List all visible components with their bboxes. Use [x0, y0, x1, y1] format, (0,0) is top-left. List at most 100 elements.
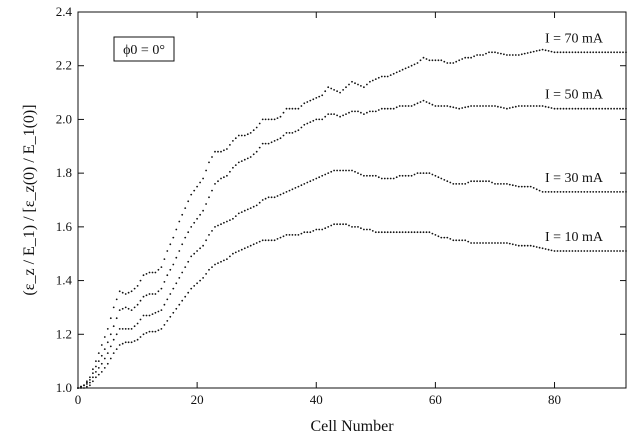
data-point — [196, 185, 199, 188]
data-point — [485, 52, 487, 55]
data-point — [294, 107, 297, 110]
data-point — [181, 243, 184, 246]
data-point — [476, 242, 478, 244]
data-point — [467, 240, 470, 243]
data-point — [351, 110, 353, 113]
data-point — [425, 172, 428, 175]
data-point — [214, 183, 216, 185]
data-point — [205, 203, 208, 205]
data-point — [476, 54, 478, 56]
data-point — [508, 242, 511, 245]
data-point — [535, 188, 538, 191]
data-point — [321, 94, 324, 97]
data-point — [458, 183, 461, 185]
data-point — [112, 352, 115, 354]
data-point — [151, 313, 154, 315]
data-point — [434, 234, 437, 236]
series-label: I = 50 mA — [545, 88, 604, 103]
data-point — [288, 107, 291, 110]
data-point — [571, 107, 574, 110]
y-tick-label: 2.4 — [56, 4, 73, 19]
data-point — [562, 51, 565, 54]
data-point — [166, 274, 169, 277]
data-point — [598, 250, 601, 252]
data-point — [485, 105, 487, 107]
data-point — [270, 118, 273, 121]
data-point — [273, 239, 276, 242]
data-point — [309, 121, 312, 123]
data-point — [389, 231, 392, 234]
data-point — [306, 231, 309, 234]
data-point — [243, 209, 246, 212]
data-point — [574, 250, 577, 252]
data-point — [115, 298, 118, 301]
data-point — [97, 373, 100, 376]
data-point — [366, 111, 368, 114]
data-point — [103, 367, 106, 369]
data-point — [511, 184, 514, 187]
data-point — [327, 226, 330, 228]
data-point — [508, 183, 511, 186]
data-point — [547, 248, 550, 251]
data-point — [360, 111, 362, 114]
data-point — [541, 48, 544, 51]
data-point — [455, 183, 458, 185]
data-point — [169, 243, 172, 246]
data-point — [232, 166, 234, 169]
data-point — [351, 80, 353, 83]
data-point — [285, 107, 288, 110]
data-point — [342, 89, 344, 91]
data-point — [494, 183, 496, 185]
data-point — [443, 179, 446, 181]
data-point — [619, 107, 621, 110]
data-point — [178, 303, 181, 306]
data-point — [503, 183, 505, 185]
data-point — [562, 191, 565, 193]
data-point — [291, 107, 294, 110]
data-point — [538, 246, 541, 249]
data-point — [443, 105, 446, 107]
data-point — [607, 191, 609, 193]
data-point — [354, 110, 356, 113]
data-point — [103, 336, 106, 338]
data-point — [357, 172, 359, 175]
data-point — [97, 352, 100, 354]
series-label: I = 30 mA — [545, 171, 604, 186]
data-point — [398, 105, 401, 107]
data-point — [80, 387, 82, 389]
data-point — [556, 191, 559, 193]
data-point — [190, 255, 193, 258]
data-point — [446, 62, 449, 64]
data-point — [398, 174, 401, 177]
data-point — [625, 107, 627, 110]
data-point — [220, 260, 222, 263]
data-point — [416, 172, 419, 175]
data-point — [482, 180, 484, 183]
data-point — [598, 191, 601, 193]
data-point — [157, 310, 160, 313]
data-point — [568, 250, 571, 252]
data-point — [240, 134, 243, 137]
data-point — [511, 243, 514, 246]
data-point — [118, 328, 121, 330]
data-point — [273, 196, 276, 199]
data-point — [374, 231, 377, 234]
data-point — [419, 231, 422, 234]
data-point — [169, 268, 172, 271]
data-point — [508, 107, 511, 109]
data-point — [130, 309, 133, 311]
data-point — [616, 191, 618, 193]
data-point — [270, 141, 273, 144]
data-point — [610, 51, 612, 54]
data-point — [220, 150, 222, 153]
data-point — [345, 113, 347, 115]
data-point — [514, 185, 517, 187]
data-point — [258, 146, 261, 149]
data-point — [383, 75, 386, 78]
data-point — [419, 59, 422, 62]
data-point — [395, 176, 398, 179]
data-point — [604, 51, 607, 54]
data-point — [479, 54, 481, 56]
data-point — [565, 191, 568, 193]
data-point — [461, 239, 464, 242]
